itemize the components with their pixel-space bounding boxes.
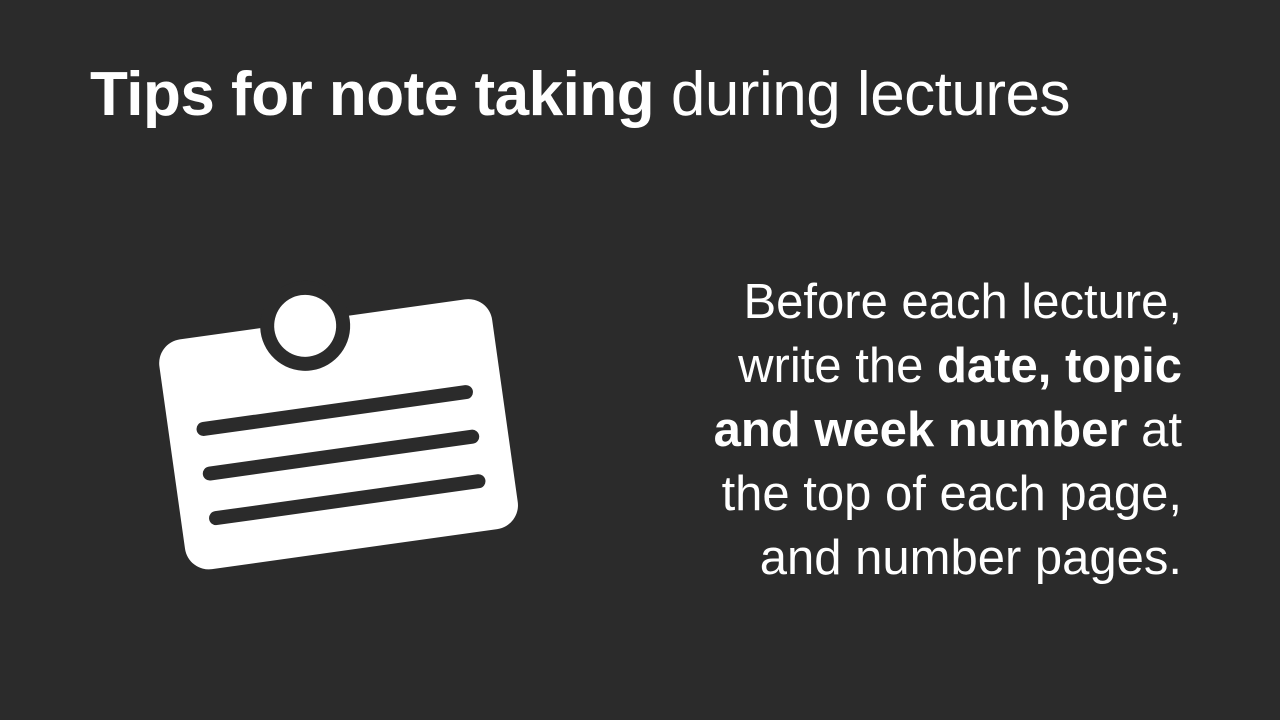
- tip-line-1: Before each lecture,: [743, 275, 1182, 329]
- tip-line-4: the top of each page,: [721, 467, 1182, 521]
- title-regular-part: during lectures: [670, 60, 1071, 129]
- note-card-icon: [159, 280, 518, 570]
- tip-text: Before each lecture, write the date, top…: [622, 270, 1182, 590]
- tip-line-3-bold: and week number: [713, 403, 1128, 457]
- tip-line-3-regular: at: [1141, 403, 1182, 457]
- title-bold-part: Tips for note taking: [90, 60, 655, 129]
- tip-line-2-regular: write the: [738, 339, 924, 393]
- tip-line-2-bold: date, topic: [936, 339, 1182, 393]
- tip-line-5: and number pages.: [759, 531, 1182, 585]
- slide-title: Tips for note taking during lectures: [90, 58, 1071, 132]
